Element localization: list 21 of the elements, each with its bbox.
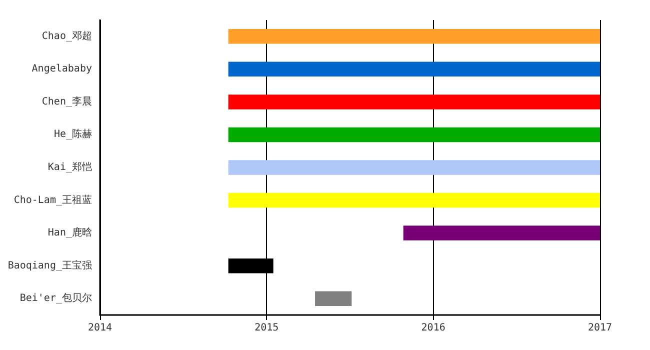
y-tick-label: He_陈赫: [54, 128, 92, 140]
x-tick-label: 2015: [254, 322, 279, 334]
bar: [228, 127, 600, 142]
x-tick-label: 2016: [421, 322, 446, 334]
y-tick-label: Bei'er_包贝尔: [20, 292, 92, 304]
y-tick-label: Kai_郑恺: [48, 161, 92, 173]
bar: [228, 94, 600, 110]
y-tick-label: Angelababy: [32, 64, 92, 75]
bar: [403, 226, 600, 240]
bar: [315, 291, 352, 306]
y-tick-label: Chao_邓超: [42, 30, 92, 42]
bar: [228, 160, 600, 175]
y-tick-label: Chen_李晨: [42, 95, 92, 108]
y-tick-label: Cho-Lam_王祖蓝: [14, 194, 92, 206]
bar: [228, 192, 600, 208]
y-tick-label: Han_鹿晗: [48, 226, 92, 239]
bar: [228, 29, 600, 44]
bar: [228, 62, 600, 77]
x-tick-label: 2014: [88, 322, 112, 334]
x-tick-label: 2017: [588, 322, 612, 334]
y-tick-label: Baoqiang_王宝强: [8, 259, 92, 272]
